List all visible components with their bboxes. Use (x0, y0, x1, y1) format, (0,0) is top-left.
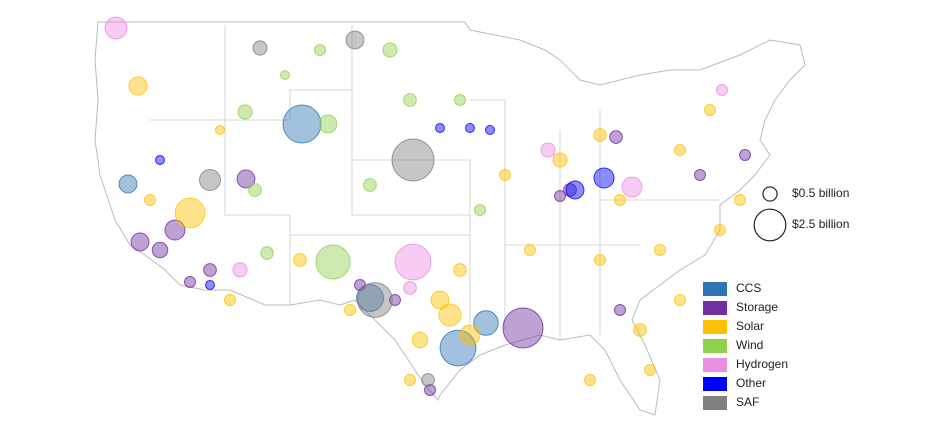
bubble (609, 130, 623, 144)
legend-swatch (703, 377, 727, 391)
legend-swatch (703, 396, 727, 410)
legend-swatch (703, 339, 727, 353)
bubble (260, 246, 274, 260)
bubble (621, 176, 643, 198)
bubble (584, 374, 596, 386)
bubble (164, 219, 186, 241)
bubble (614, 304, 626, 316)
bubble (734, 194, 746, 206)
bubble (554, 190, 566, 202)
bubble (318, 114, 338, 134)
legend-label: Hydrogen (736, 357, 788, 371)
bubble (130, 232, 150, 252)
size-legend-label: $0.5 billion (792, 186, 849, 200)
bubble (704, 104, 716, 116)
bubble (739, 149, 751, 161)
bubble (151, 241, 169, 259)
legend-label: Wind (736, 338, 763, 352)
legend-label: Solar (736, 319, 764, 333)
bubble (128, 76, 148, 96)
bubble (499, 169, 511, 181)
bubble (411, 331, 429, 349)
bubble (614, 194, 626, 206)
legend-label: CCS (736, 281, 761, 295)
bubble (403, 281, 417, 295)
bubble (224, 294, 236, 306)
bubble (694, 169, 706, 181)
bubble (356, 284, 384, 312)
bubble (594, 254, 606, 266)
legend-swatch (703, 301, 727, 315)
bubble (674, 144, 686, 156)
bubble (363, 178, 377, 192)
bubble (174, 197, 206, 229)
bubble (430, 290, 450, 310)
bubble (716, 84, 728, 96)
bubble (439, 329, 477, 367)
bubble (357, 282, 393, 318)
bubble (293, 253, 307, 267)
bubble (314, 44, 326, 56)
bubble (237, 104, 253, 120)
bubble (674, 294, 686, 306)
bubble (184, 276, 196, 288)
bubble (144, 194, 156, 206)
bubble (424, 384, 436, 396)
bubble (344, 304, 356, 316)
bubble (236, 169, 256, 189)
legend-swatch (703, 358, 727, 372)
bubble (454, 94, 466, 106)
bubble (714, 224, 726, 236)
bubble (205, 280, 215, 290)
bubble (391, 138, 435, 182)
bubble (633, 323, 647, 337)
legend-label: Other (736, 376, 766, 390)
bubble (232, 262, 248, 278)
bubble (118, 174, 138, 194)
legend-swatch (703, 282, 727, 296)
bubble (540, 142, 556, 158)
bubble (459, 324, 481, 346)
bubble (403, 93, 417, 107)
bubble (199, 169, 221, 191)
bubble (654, 244, 666, 256)
bubble (421, 373, 435, 387)
bubble (485, 125, 495, 135)
bubble (644, 364, 656, 376)
bubble (593, 167, 615, 189)
bubble (524, 244, 536, 256)
bubble (474, 204, 486, 216)
bubble (252, 40, 268, 56)
bubble (404, 374, 416, 386)
bubble (465, 123, 475, 133)
size-legend-label: $2.5 billion (792, 217, 849, 231)
bubble (552, 152, 568, 168)
bubble (345, 30, 365, 50)
size-legend-circle (762, 186, 778, 202)
bubble (502, 307, 544, 349)
bubble (248, 183, 262, 197)
bubble (382, 42, 398, 58)
bubble (565, 180, 585, 200)
bubble (203, 263, 217, 277)
state-lines (150, 25, 720, 340)
bubble (435, 123, 445, 133)
bubble (104, 16, 128, 40)
bubble (280, 70, 290, 80)
legend-label: SAF (736, 395, 759, 409)
bubble (215, 125, 225, 135)
bubble (593, 128, 607, 142)
legend-swatch (703, 320, 727, 334)
bubble (282, 104, 322, 144)
bubble (394, 243, 432, 281)
bubble (315, 244, 351, 280)
bubble (438, 303, 462, 327)
bubble (473, 310, 499, 336)
bubble (453, 263, 467, 277)
legend-label: Storage (736, 300, 778, 314)
bubble (155, 155, 165, 165)
size-legend-circle (753, 208, 787, 242)
